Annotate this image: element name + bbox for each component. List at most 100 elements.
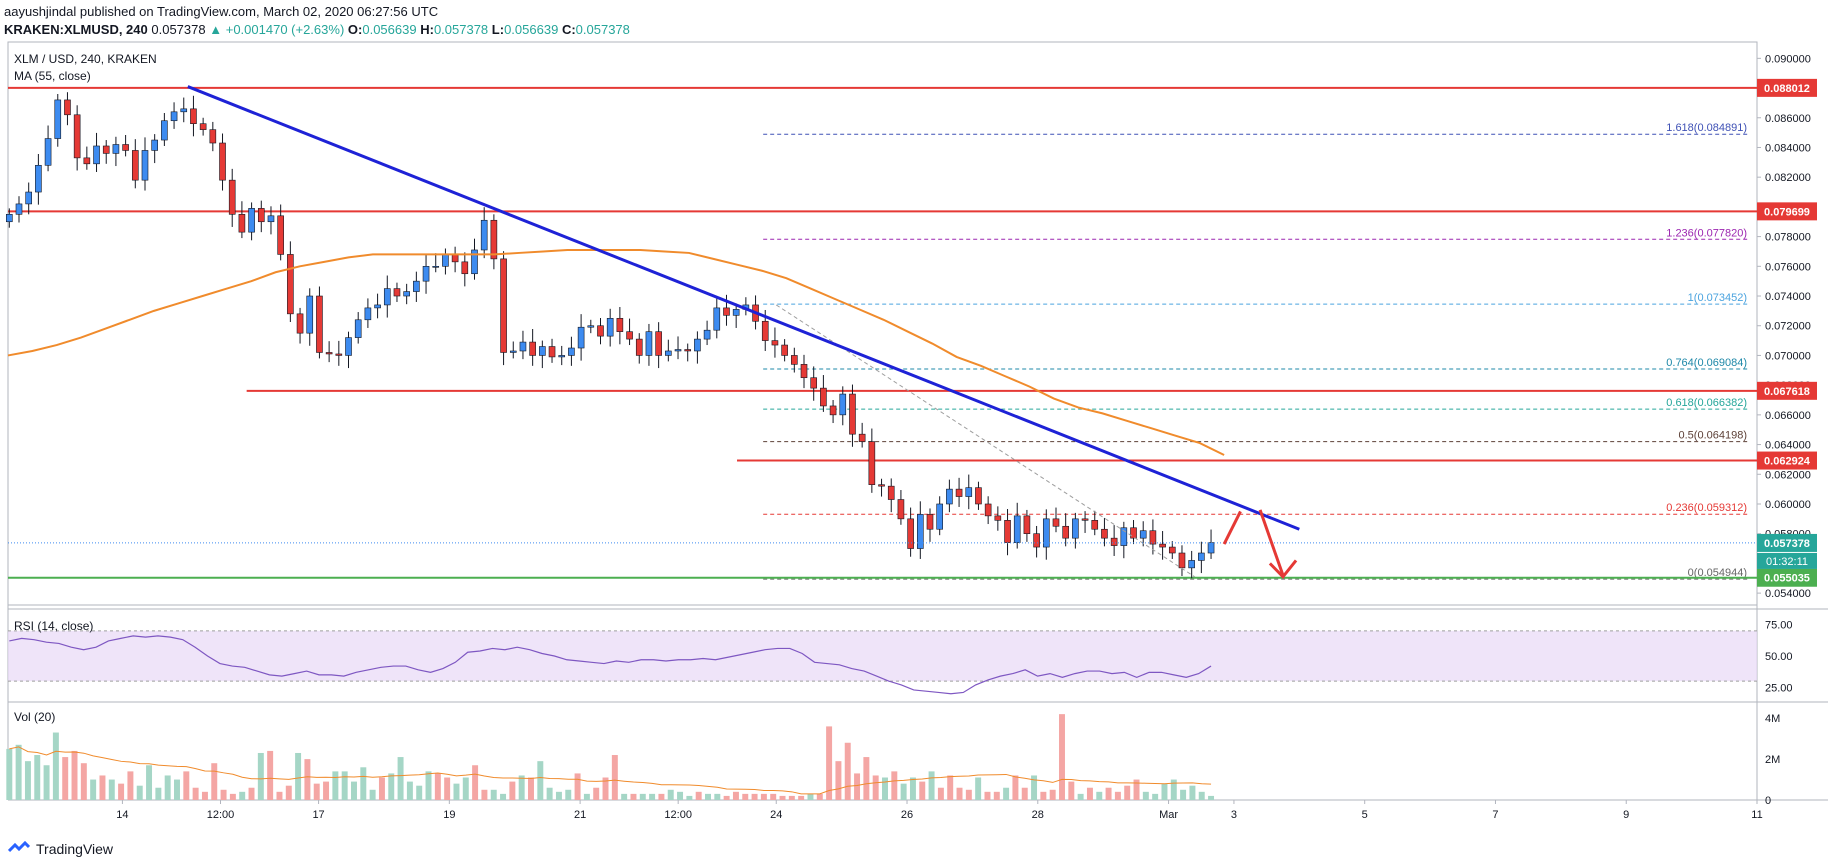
price-level-badge [1757,451,1817,470]
candle-body [1120,527,1128,546]
volume-indicator-label[interactable]: Vol (20) [14,710,56,724]
candle-body [529,341,536,356]
candle-body [723,307,730,316]
fibonacci-level-label: 0.618(0.066382) [1666,397,1747,409]
price-level-badge [1757,202,1817,221]
volume-bar [1021,787,1028,800]
candle-body [635,338,643,356]
candle-body [432,266,440,268]
volume-bar [313,783,320,800]
high-value: 0.057378 [433,22,489,37]
rsi-tick-label: 50.00 [1765,651,1793,663]
candle-body [500,258,507,353]
volume-bar [863,757,870,800]
price-tick-label: 0.084000 [1765,142,1811,154]
low-label: L: [491,22,505,37]
candle-body [616,318,624,332]
candle-body [761,320,769,341]
volume-bar [993,791,1000,800]
volume-bar [742,793,749,800]
price-tick-label: 0.072000 [1765,321,1811,333]
candle-body [839,393,847,416]
main-pane-title: XLM / USD, 240, KRAKEN [14,52,157,66]
candle-body [335,353,343,356]
price-tick-label: 0.086000 [1765,113,1811,125]
volume-bar [677,791,684,800]
volume-bar [1124,785,1131,800]
volume-bar [1170,779,1177,800]
volume-bar [397,757,404,800]
volume-bar [732,791,739,800]
volume-tick-label: 2M [1765,754,1780,766]
candle-body [917,514,924,549]
volume-bar [1059,714,1065,800]
price-tick-label: 0.076000 [1765,261,1811,273]
volume-bar [90,779,97,800]
volume-bar [1114,791,1121,800]
candle-body [975,487,982,505]
price-level-badge-label: 0.055035 [1764,573,1810,585]
candle-body [83,157,91,165]
candle-body [1110,537,1118,546]
candle-body [684,349,692,352]
candle-body [781,344,788,356]
volume-bar [323,781,330,800]
price-level-badge [1757,568,1817,587]
candle-body [490,219,498,260]
volume-bar [378,777,385,800]
price-level-badge [1757,78,1817,97]
candle-body [713,307,721,331]
rsi-tick-label: 75.00 [1765,620,1793,632]
down-arrow-stroke [1258,509,1285,576]
candle-body [577,326,585,349]
rsi-indicator-label[interactable]: RSI (14, close) [14,619,94,633]
candle-body [199,123,207,130]
volume-bar [844,742,851,800]
candle-body [849,393,856,435]
candle-body [626,331,633,340]
candle-body [771,340,779,346]
candle-body [539,346,546,356]
volume-bar [1198,791,1205,800]
volume-bar [388,773,395,800]
candle-body [587,325,595,328]
candle-body [413,280,420,292]
close-label: C: [561,22,576,37]
volume-ma-line [9,746,1212,795]
candle-body [170,111,178,122]
volume-bar [1049,789,1056,800]
volume-bar [770,793,777,800]
candle-body [1159,543,1166,548]
volume-bar [164,775,171,800]
volume-bar [509,781,516,800]
volume-bar [211,763,218,800]
candle-body [1178,552,1186,569]
candle-body [277,215,284,255]
candle-body [1168,546,1176,554]
candle-body [180,108,188,113]
symbol-label: KRAKEN:XLMUSD, 240 [4,22,148,37]
footer-branding: TradingView [7,840,113,857]
volume-bar [99,775,106,800]
volume-bar [649,793,656,800]
volume-bar [667,789,674,800]
volume-bar [779,795,786,800]
volume-bar [760,793,767,800]
candle-body [1081,518,1089,521]
price-tick-label: 0.060000 [1765,499,1811,511]
candle-body [228,179,236,215]
volume-bar [332,771,339,800]
candle-body [1062,525,1069,539]
volume-bar [15,744,22,800]
volume-bar [891,771,898,800]
last-price: 0.057378 [151,22,206,37]
ma-indicator-label[interactable]: MA (55, close) [14,69,91,83]
volume-bar [658,793,665,800]
countdown-badge-label: 01:32:11 [1766,556,1808,568]
volume-bar [919,781,926,800]
volume-bar [788,795,795,800]
candle-body [1139,530,1147,539]
close-value: 0.057378 [575,22,630,37]
volume-bar [462,777,469,800]
